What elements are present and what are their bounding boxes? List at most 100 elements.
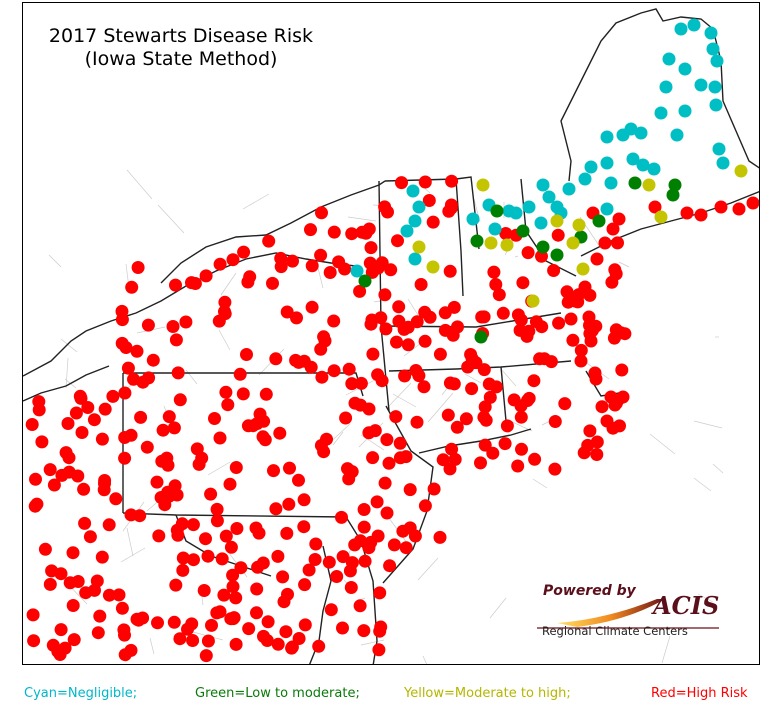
station-cyan — [636, 158, 650, 172]
station-red — [320, 432, 333, 446]
station-red — [370, 495, 384, 509]
station-green — [516, 224, 530, 238]
station-red — [305, 259, 319, 273]
station-cyan — [670, 128, 684, 142]
station-red — [213, 431, 227, 445]
station-yellow — [550, 214, 564, 228]
station-red — [201, 549, 215, 563]
station-red — [93, 609, 107, 623]
station-green — [592, 214, 606, 228]
station-red — [680, 206, 694, 220]
station-red — [308, 553, 322, 566]
station-red — [112, 588, 126, 602]
station-red — [418, 334, 432, 348]
station-red — [151, 616, 164, 630]
station-red — [273, 426, 287, 440]
station-red — [269, 352, 283, 366]
station-red — [389, 410, 403, 424]
station-red — [256, 430, 270, 444]
station-markers — [25, 18, 759, 663]
station-red — [317, 445, 331, 459]
station-cyan — [408, 214, 422, 228]
station-red — [514, 410, 528, 424]
station-red — [315, 370, 329, 384]
station-red — [118, 451, 132, 465]
station-red — [548, 415, 562, 428]
station-red — [408, 529, 422, 543]
station-red — [474, 456, 487, 470]
station-red — [279, 625, 293, 639]
station-red — [378, 476, 392, 490]
station-red — [345, 227, 359, 241]
station-red — [95, 432, 109, 446]
station-red — [357, 624, 371, 638]
station-red — [492, 288, 506, 302]
station-red — [590, 252, 604, 266]
station-red — [392, 314, 406, 328]
station-red — [588, 366, 602, 380]
station-red — [403, 483, 417, 497]
station-red — [54, 567, 68, 581]
station-red — [124, 508, 138, 522]
station-red — [312, 639, 326, 653]
station-cyan — [659, 80, 673, 94]
acis-wordmark: ACIS — [653, 591, 720, 620]
station-red — [507, 393, 521, 407]
station-cyan — [502, 204, 516, 218]
station-red — [283, 461, 296, 475]
station-red — [146, 353, 160, 367]
station-red — [297, 493, 311, 507]
station-red — [167, 421, 181, 435]
station-red — [364, 317, 378, 331]
station-cyan — [706, 42, 720, 56]
station-cyan — [412, 200, 426, 214]
station-red — [199, 269, 213, 283]
station-cyan — [712, 142, 726, 156]
station-red — [448, 452, 462, 466]
logo-subtitle: Regional Climate Centers — [542, 624, 688, 638]
station-red — [714, 200, 728, 214]
station-cyan — [678, 62, 692, 76]
station-red — [498, 437, 512, 451]
station-red — [130, 344, 144, 358]
station-red — [443, 264, 457, 278]
station-red — [63, 576, 77, 590]
station-red — [150, 475, 164, 489]
station-red — [381, 205, 394, 219]
station-red — [280, 526, 294, 540]
station-red — [204, 487, 218, 501]
station-red — [140, 440, 154, 454]
station-red — [115, 601, 129, 615]
station-red — [162, 489, 176, 503]
station-red — [459, 412, 473, 426]
station-red — [155, 454, 169, 468]
station-red — [185, 276, 198, 290]
station-red — [609, 323, 623, 337]
station-red — [445, 442, 459, 456]
station-cyan — [604, 176, 618, 190]
station-red — [362, 426, 376, 440]
station-red — [281, 587, 294, 601]
title-line-2: (Iowa State Method) — [84, 48, 278, 70]
station-red — [87, 413, 101, 427]
station-cyan — [600, 202, 614, 216]
station-red — [66, 599, 80, 612]
station-red — [131, 261, 145, 274]
station-red — [219, 385, 233, 399]
station-red — [98, 402, 112, 416]
station-red — [305, 300, 319, 314]
station-red — [500, 419, 514, 433]
station-cyan — [694, 78, 708, 92]
station-red — [210, 606, 224, 620]
station-red — [118, 431, 132, 444]
station-red — [600, 414, 614, 428]
station-red — [240, 348, 253, 361]
station-red — [574, 343, 588, 357]
station-red — [81, 401, 95, 414]
ct-ri-line — [500, 366, 507, 422]
station-red — [102, 518, 116, 532]
station-red — [223, 477, 237, 491]
station-red — [611, 236, 624, 250]
station-red — [335, 510, 348, 524]
station-cyan — [654, 106, 668, 120]
